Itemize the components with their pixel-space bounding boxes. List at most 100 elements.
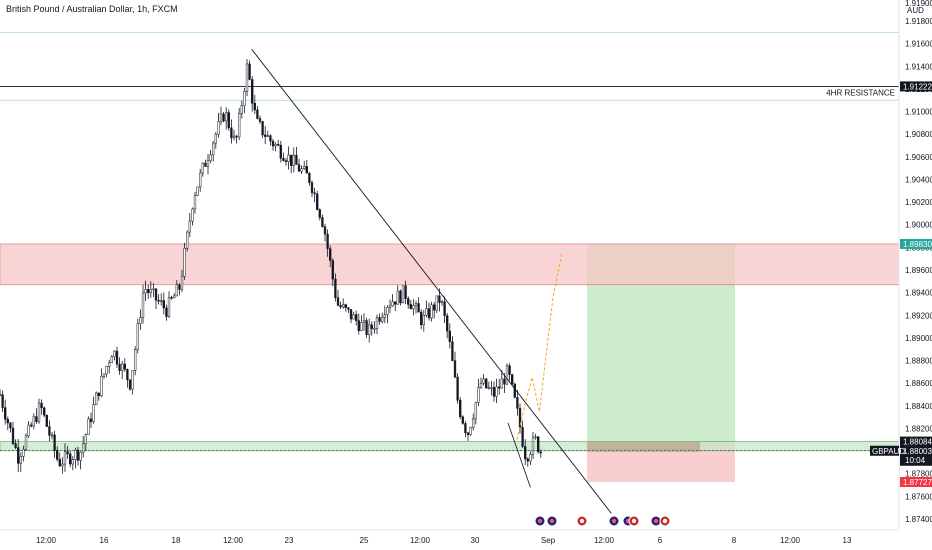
candle xyxy=(128,379,132,390)
candle xyxy=(37,402,41,422)
entry-label: 1.88084 xyxy=(903,438,932,447)
candle xyxy=(282,157,285,161)
candle xyxy=(474,402,477,420)
candle xyxy=(451,341,454,361)
candle xyxy=(152,288,155,291)
y-tick-label: 1.90000 xyxy=(905,221,932,230)
candle xyxy=(212,142,215,156)
y-tick-label: 1.89200 xyxy=(905,311,932,320)
candle xyxy=(258,118,262,122)
candle xyxy=(30,424,33,427)
candle xyxy=(394,301,397,305)
candle xyxy=(505,365,509,385)
candle xyxy=(381,317,384,322)
candle xyxy=(277,144,280,146)
gb-flag-icon[interactable] xyxy=(659,515,671,527)
candle xyxy=(482,378,485,384)
candle xyxy=(300,168,303,172)
candle xyxy=(53,434,56,451)
candle xyxy=(279,145,282,159)
x-tick-label: 25 xyxy=(360,536,369,545)
au-flag-icon[interactable] xyxy=(546,515,558,527)
short-trendline xyxy=(507,422,531,488)
candle xyxy=(329,248,332,261)
gb-flag-icon[interactable] xyxy=(576,515,588,527)
candle xyxy=(521,427,524,447)
y-tick-label: 1.90200 xyxy=(905,198,932,207)
candle xyxy=(435,295,438,311)
y-tick-label: 1.90400 xyxy=(905,175,932,184)
candle xyxy=(433,304,436,311)
countdown-label: 10:04 xyxy=(905,456,926,465)
candle xyxy=(362,320,366,323)
candle xyxy=(84,434,87,445)
y-tick-label: 1.88400 xyxy=(905,402,932,411)
resistance-zone xyxy=(0,243,900,286)
candle xyxy=(56,450,59,460)
last-price-value: 1.88003 xyxy=(903,447,932,456)
candle xyxy=(178,284,181,290)
candle xyxy=(50,434,54,437)
x-tick-label: 8 xyxy=(732,536,737,545)
candle xyxy=(95,392,98,405)
candle xyxy=(136,323,139,350)
symbol-tag xyxy=(870,445,899,456)
entry-tag xyxy=(900,436,932,447)
candle xyxy=(61,463,64,467)
candle xyxy=(404,285,407,299)
candle xyxy=(147,289,150,293)
candle xyxy=(508,365,511,375)
candle xyxy=(22,449,25,457)
candle xyxy=(396,290,399,305)
candle xyxy=(79,451,82,461)
candle xyxy=(365,320,368,335)
currency-label: AUD xyxy=(907,6,924,15)
candle xyxy=(235,135,238,138)
resistance-line-label: 4HR RESISTANCE xyxy=(826,88,895,97)
candle xyxy=(141,292,145,318)
candle xyxy=(134,349,137,371)
au-flag-icon[interactable] xyxy=(608,515,620,527)
au-flag-icon[interactable] xyxy=(534,515,546,527)
trendline xyxy=(251,49,612,514)
candle xyxy=(386,307,389,315)
candle xyxy=(331,260,334,280)
candle xyxy=(339,305,342,308)
candle xyxy=(232,135,236,139)
candle xyxy=(102,373,106,377)
x-tick-label: Sep xyxy=(541,536,556,545)
x-tick-label: 12:00 xyxy=(36,536,57,545)
candle xyxy=(126,369,129,381)
y-tick-label: 1.87600 xyxy=(905,492,932,501)
candle xyxy=(266,135,269,137)
take-profit-label: 1.89830 xyxy=(903,240,932,249)
candle xyxy=(292,154,295,166)
candle xyxy=(121,363,124,371)
candle xyxy=(383,314,386,318)
candle xyxy=(461,416,464,424)
au-flag-icon[interactable] xyxy=(650,515,662,527)
candle xyxy=(469,427,472,435)
candle xyxy=(412,305,415,310)
candle xyxy=(35,416,38,422)
candle xyxy=(349,309,353,320)
candle xyxy=(321,217,324,227)
candle xyxy=(472,418,475,428)
candle xyxy=(222,113,225,122)
candle xyxy=(261,121,264,136)
candle xyxy=(251,79,254,104)
candle xyxy=(500,378,503,389)
candle xyxy=(256,109,259,119)
candle xyxy=(368,324,371,335)
candle xyxy=(87,418,90,435)
gb-flag-icon[interactable] xyxy=(628,515,640,527)
y-tick-label: 1.91900 xyxy=(905,0,932,8)
candle xyxy=(539,451,542,454)
candle xyxy=(264,134,267,137)
candle xyxy=(196,186,199,196)
candle xyxy=(183,248,186,277)
candle xyxy=(66,451,69,455)
candle xyxy=(352,314,355,320)
